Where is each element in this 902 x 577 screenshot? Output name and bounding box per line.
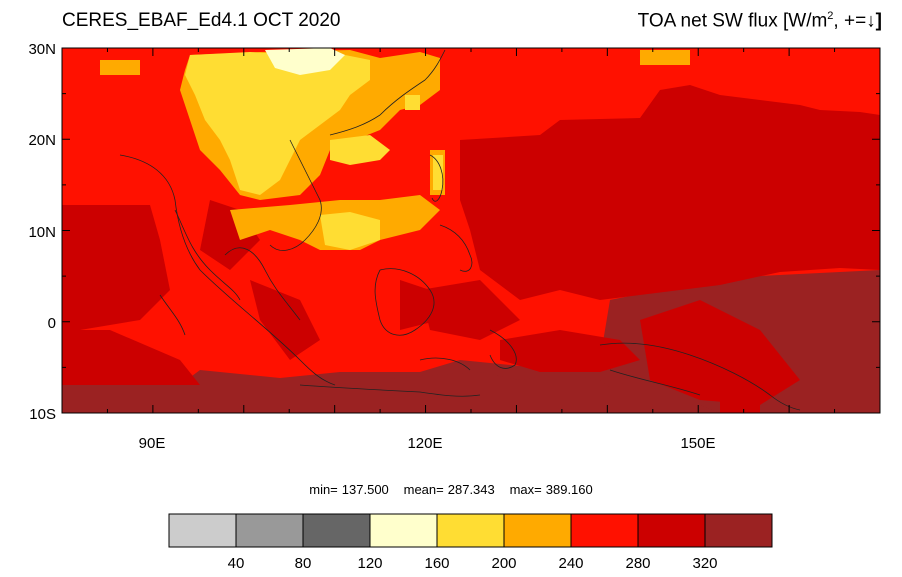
flux-region-280-320 [62,85,880,413]
colorbar-box [168,513,237,548]
colorbar-box [503,513,572,548]
lon-label-150e: 150E [680,435,715,452]
colorbar-tick-label: 160 [424,555,449,572]
axis-ticks [61,47,881,414]
colorbar-tick-label: 40 [228,555,245,572]
stats-line: min= 137.500 mean= 287.343 max= 389.160 [309,482,593,497]
colorbar-box [436,513,505,548]
colorbar-tick-label: 80 [295,555,312,572]
colorbar-box [704,513,773,548]
lon-label-120e: 120E [407,435,442,452]
colorbar-tick-label: 320 [692,555,717,572]
flux-region-200-240 [185,52,443,250]
lat-label-10s: 10S [29,406,56,423]
map-title: CERES_EBAF_Ed4.1 OCT 2020 [62,10,341,31]
colorbar-tick-label: 200 [491,555,516,572]
lat-label-30n: 30N [28,41,56,58]
colorbar-tick-label: 120 [357,555,382,572]
colorbar-box [235,513,304,548]
colorbar-tick-label: 280 [625,555,650,572]
flux-map: 30N 20N 10N 0 10S 90E 120E 150E [28,41,881,452]
down-arrow-icon: ↓ [866,10,876,32]
colorbar-box [570,513,639,548]
colorbar-box [637,513,706,548]
lon-label-90e: 90E [139,435,166,452]
lat-label-0: 0 [48,315,56,332]
lat-label-20n: 20N [28,132,56,149]
coastlines [119,49,801,411]
colorbar-box [369,513,438,548]
colorbar-box [302,513,371,548]
colorbar-tick-label: 240 [558,555,583,572]
flux-region-160-200 [265,48,345,75]
variable-title: TOA net SW flux [W/m2, +=↓] [637,10,882,32]
lat-label-10n: 10N [28,224,56,241]
